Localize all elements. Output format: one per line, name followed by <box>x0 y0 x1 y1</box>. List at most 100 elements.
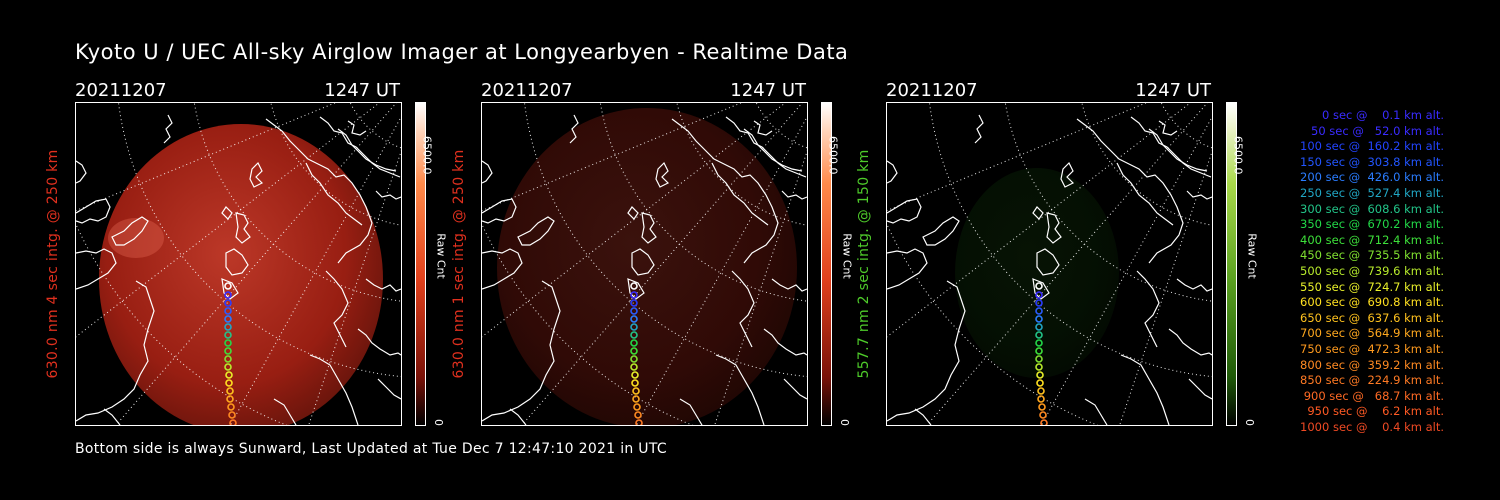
trajectory-dot <box>630 282 638 290</box>
trajectory-dot <box>1035 315 1043 323</box>
legend-entry: 100 sec @ 160.2 km alt. <box>1300 139 1444 154</box>
panel-date: 20211207 <box>481 80 573 101</box>
trajectory-dot <box>229 419 237 425</box>
imager-panel-2: 20211207 1247 UT 630.0 nm 1 sec intg. @ … <box>451 80 891 440</box>
legend-entry: 200 sec @ 426.0 km alt. <box>1300 170 1444 185</box>
trajectory-dot <box>633 403 641 411</box>
coordinate-grid <box>887 103 1212 425</box>
colorbar-min-label: 0 <box>432 419 445 426</box>
panel-date: 20211207 <box>75 80 167 101</box>
trajectory-dot <box>630 363 638 371</box>
trajectory-dot <box>634 411 642 419</box>
trajectory-dot <box>1039 411 1047 419</box>
colorbar <box>1226 102 1237 426</box>
trajectory-dot <box>224 315 232 323</box>
trajectory-dot <box>630 339 638 347</box>
trajectory-dot <box>224 282 232 290</box>
legend-entry: 50 sec @ 52.0 km alt. <box>1311 123 1444 138</box>
trajectory-dot <box>1035 282 1043 290</box>
legend-entry: 550 sec @ 724.7 km alt. <box>1300 279 1444 294</box>
imager-panel-1: 20211207 1247 UT 630.0 nm 4 sec intg. @ … <box>45 80 485 440</box>
trajectory-dot <box>630 347 638 355</box>
trajectory-dot <box>1037 387 1045 395</box>
trajectory-dot <box>630 355 638 363</box>
bright-region <box>108 218 164 258</box>
trajectory-dot <box>224 323 232 331</box>
coastline <box>482 114 807 425</box>
trajectory-dot <box>228 411 236 419</box>
panel-wavelength-label: 557.7 nm 2 sec intg. @ 150 km <box>856 149 872 379</box>
panel-wavelength-label: 630.0 nm 4 sec intg. @ 250 km <box>45 149 61 379</box>
allsky-map <box>482 103 807 425</box>
trajectory-markers <box>224 282 237 425</box>
panel-date: 20211207 <box>886 80 978 101</box>
airglow-disk <box>99 124 383 425</box>
colorbar-min-label: 0 <box>838 419 851 426</box>
allsky-image <box>75 102 402 426</box>
legend-entry: 500 sec @ 739.6 km alt. <box>1300 263 1444 278</box>
trajectory-dot <box>225 379 233 387</box>
trajectory-dot <box>1035 331 1043 339</box>
allsky-map <box>887 103 1212 425</box>
colorbar-max-label: 6500.0 <box>1231 136 1245 175</box>
coordinate-grid <box>482 103 807 425</box>
trajectory-dot <box>1035 291 1043 299</box>
coastline <box>887 114 1212 425</box>
trajectory-dot <box>1035 339 1043 347</box>
trajectory-dot <box>630 331 638 339</box>
legend-entry: 750 sec @ 472.3 km alt. <box>1300 341 1444 356</box>
trajectory-dot <box>1040 419 1048 425</box>
trajectory-dot <box>224 307 232 315</box>
trajectory-dot <box>224 291 232 299</box>
legend-entry: 850 sec @ 224.9 km alt. <box>1300 373 1444 388</box>
legend-entry: 250 sec @ 527.4 km alt. <box>1300 185 1444 200</box>
trajectory-dot <box>1038 403 1046 411</box>
colorbar-unit-label: Raw Cnt <box>1245 233 1259 279</box>
legend-entry: 800 sec @ 359.2 km alt. <box>1300 357 1444 372</box>
trajectory-dot <box>1037 395 1045 403</box>
legend-entry: 950 sec @ 6.2 km alt. <box>1307 404 1444 419</box>
trajectory-dot <box>1035 347 1043 355</box>
panel-time: 1247 UT <box>324 80 400 101</box>
legend-entry: 650 sec @ 637.6 km alt. <box>1300 310 1444 325</box>
allsky-map <box>76 103 401 425</box>
coordinate-grid <box>76 103 401 425</box>
legend-entry: 0 sec @ 0.1 km alt. <box>1321 108 1444 122</box>
trajectory-dot <box>224 299 232 307</box>
trajectory-dot <box>1036 371 1044 379</box>
trajectory-dot <box>224 363 232 371</box>
allsky-image <box>886 102 1213 426</box>
trajectory-dot <box>1035 299 1043 307</box>
colorbar-unit-label: Raw Cnt <box>434 233 448 279</box>
legend-entry: 600 sec @ 690.8 km alt. <box>1300 295 1444 310</box>
page-title: Kyoto U / UEC All-sky Airglow Imager at … <box>75 40 849 64</box>
colorbar-max-label: 6500.0 <box>826 136 840 175</box>
airglow-disk <box>955 168 1119 378</box>
trajectory-dot <box>224 339 232 347</box>
trajectory-dot <box>224 355 232 363</box>
coastline <box>76 114 401 425</box>
panel-time: 1247 UT <box>730 80 806 101</box>
trajectory-dot <box>1036 379 1044 387</box>
trajectory-dot <box>1035 307 1043 315</box>
trajectory-dot <box>226 395 234 403</box>
panel-wavelength-label: 630.0 nm 1 sec intg. @ 250 km <box>451 149 467 379</box>
trajectory-dot <box>226 387 234 395</box>
trajectory-markers <box>630 282 643 425</box>
trajectory-dot <box>632 395 640 403</box>
legend-entry: 150 sec @ 303.8 km alt. <box>1300 154 1444 169</box>
legend-entry: 900 sec @ 68.7 km alt. <box>1303 388 1444 403</box>
footer-note: Bottom side is always Sunward, Last Upda… <box>75 441 667 457</box>
legend-entry: 700 sec @ 564.9 km alt. <box>1300 326 1444 341</box>
trajectory-markers <box>1035 282 1048 425</box>
trajectory-dot <box>1035 355 1043 363</box>
allsky-image <box>481 102 808 426</box>
trajectory-dot <box>1035 363 1043 371</box>
legend-entry: 300 sec @ 608.6 km alt. <box>1300 201 1444 216</box>
trajectory-dot <box>630 307 638 315</box>
colorbar-max-label: 6500.0 <box>420 136 434 175</box>
legend-entry: 400 sec @ 712.4 km alt. <box>1300 232 1444 247</box>
colorbar <box>821 102 832 426</box>
imager-panel-3: 20211207 1247 UT 557.7 nm 2 sec intg. @ … <box>856 80 1296 440</box>
trajectory-legend: 0 sec @ 0.1 km alt. 50 sec @ 52.0 km alt.… <box>1262 108 1444 435</box>
